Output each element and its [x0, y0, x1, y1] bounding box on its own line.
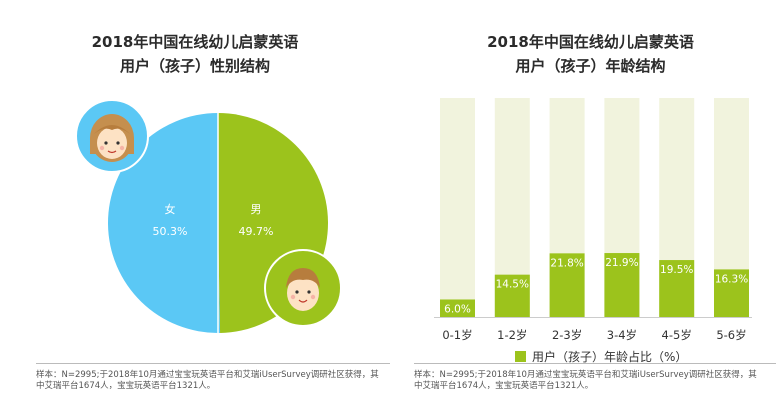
- girl-avatar-icon: [75, 99, 149, 173]
- footnote-line1: 样本：N=2995;于2018年10月通过宝宝玩英语平台和艾瑞iUserSurv…: [414, 370, 757, 380]
- bar-value-label: 6.0%: [444, 303, 471, 315]
- bar-2-3岁: [549, 253, 585, 317]
- bar-5-6岁: [714, 269, 749, 317]
- gender-chart-title-line2: 用户（孩子）性别结构: [119, 57, 270, 75]
- x-tick-label: 2-3岁: [552, 328, 582, 342]
- x-tick-label: 1-2岁: [497, 328, 527, 342]
- age-chart-legend: 用户（孩子）年龄占比（%）: [515, 348, 687, 365]
- age-chart-title-line2: 用户（孩子）年龄结构: [515, 57, 666, 75]
- age-chart-title-line1: 2018年中国在线幼儿启蒙英语: [487, 33, 694, 51]
- gender-chart-title-line1: 2018年中国在线幼儿启蒙英语: [91, 33, 299, 51]
- pie-slice-value-label: 49.7%: [239, 225, 274, 238]
- gender-pie-chart: 女 50.3% 男 49.7%: [75, 99, 342, 333]
- footnote-divider: [36, 363, 390, 364]
- bar-value-label: 19.5%: [660, 264, 693, 276]
- gender-chart-footnote: 样本：N=2995;于2018年10月通过宝宝玩英语平台和艾瑞iUserSurv…: [36, 370, 390, 392]
- age-chart-footnote: 样本：N=2995;于2018年10月通过宝宝玩英语平台和艾瑞iUserSurv…: [414, 370, 776, 392]
- x-tick-label: 5-6岁: [716, 328, 746, 342]
- age-bar-chart: 6.0% 0-1岁 14.5% 1-2岁 21.8% 2-3岁 21.9% 3-4岁 19.5%…: [434, 98, 752, 342]
- age-chart-panel: 2018年中国在线幼儿启蒙英语 用户（孩子）年龄结构 6.0% 0-1岁 14.5%…: [400, 0, 781, 400]
- x-tick-label: 0-1岁: [442, 328, 472, 342]
- bar-3-4岁: [604, 253, 640, 317]
- footnote-line2: 中艾瑞平台1674人，宝宝玩英语平台1321人。: [414, 381, 594, 391]
- legend-swatch: [515, 351, 526, 362]
- bar-value-label: 21.8%: [550, 257, 583, 269]
- bar-value-label: 16.3%: [715, 273, 748, 285]
- footnote-divider: [414, 363, 776, 364]
- gender-chart-panel: 2018年中国在线幼儿启蒙英语 用户（孩子）性别结构 女 50.3% 男 49.7% …: [0, 0, 390, 400]
- bar-value-label: 14.5%: [496, 279, 529, 291]
- footnote-line1: 样本：N=2995;于2018年10月通过宝宝玩英语平台和艾瑞iUserSurv…: [36, 370, 379, 380]
- boy-avatar-icon: [264, 249, 342, 327]
- bar-1-2岁: [494, 274, 530, 317]
- pie-slice-label: 女: [165, 202, 176, 216]
- bar-background: [440, 98, 475, 317]
- x-tick-label: 3-4岁: [607, 328, 637, 342]
- pie-slice-value-label: 50.3%: [153, 225, 188, 238]
- x-tick-label: 4-5岁: [662, 328, 692, 342]
- legend-label: 用户（孩子）年龄占比（%）: [532, 350, 688, 364]
- bar-4-5岁: [659, 260, 695, 317]
- bar-value-label: 21.9%: [605, 257, 638, 269]
- bar-0-1岁: [440, 299, 475, 317]
- pie-slice-label: 男: [251, 203, 262, 216]
- pie-slice-female: [108, 113, 221, 333]
- footnote-line2: 中艾瑞平台1674人，宝宝玩英语平台1321人。: [36, 381, 216, 391]
